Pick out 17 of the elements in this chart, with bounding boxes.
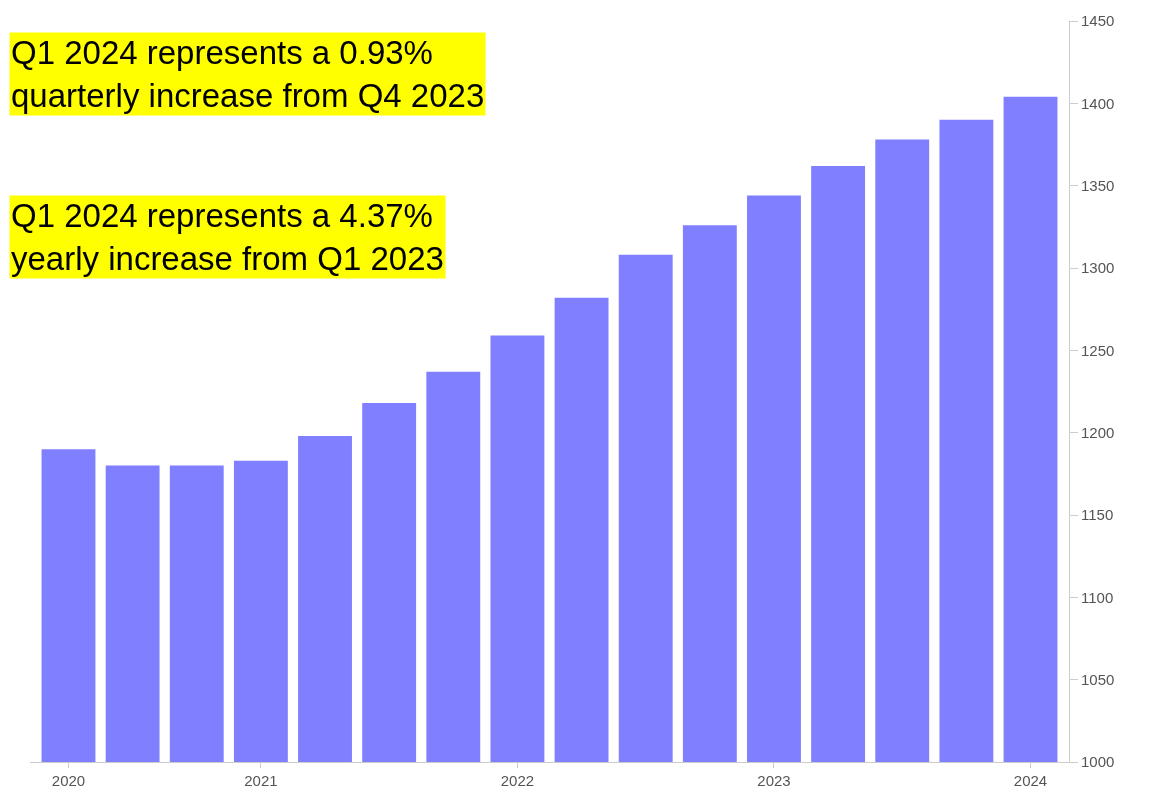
y-tick-label: 1050 [1081, 670, 1115, 688]
y-tick-label: 1250 [1081, 341, 1115, 359]
y-tick-label: 1200 [1081, 423, 1115, 441]
y-tick-label: 1150 [1081, 506, 1114, 524]
y-tick-label: 1000 [1081, 753, 1115, 771]
y-tick-label: 1100 [1081, 588, 1114, 606]
y-tick-label: 1400 [1081, 94, 1115, 112]
x-tick-label: 2021 [244, 772, 278, 789]
x-tick-label: 2024 [1013, 772, 1048, 789]
annotation: Q1 2024 represents a 4.37% yearly increase from Q1 2023 [11, 197, 444, 277]
y-tick-label: 1350 [1081, 176, 1115, 194]
x-tick-label: 2022 [500, 772, 535, 789]
annotation: Q1 2024 represents a 0.93% quarterly increase from Q4 2023 [11, 34, 485, 114]
y-tick-label: 1450 [1081, 12, 1115, 30]
x-tick-label: 2020 [51, 772, 86, 789]
x-tick-label: 2023 [757, 772, 791, 789]
y-tick-label: 1300 [1081, 259, 1115, 277]
